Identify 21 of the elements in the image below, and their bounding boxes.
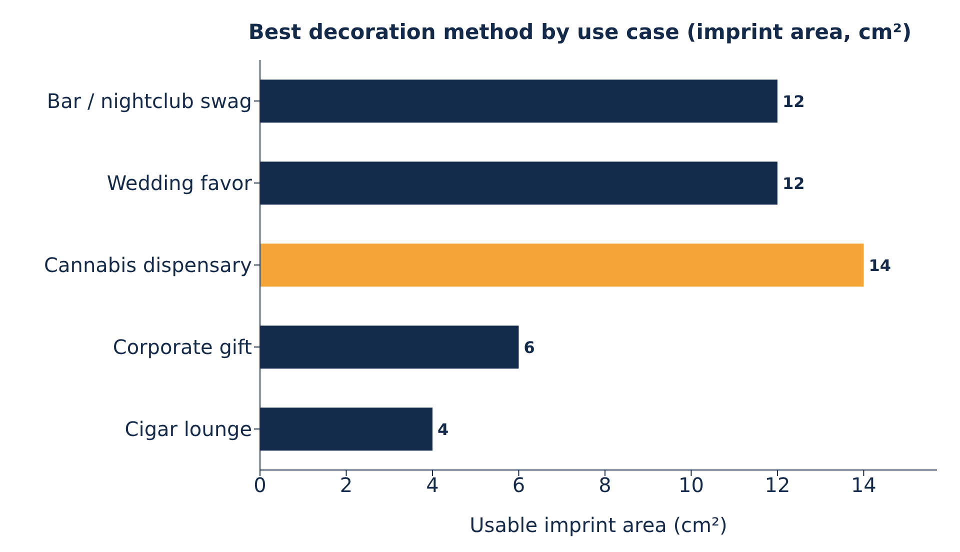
- y-tick-label: Corporate gift: [112, 335, 252, 360]
- data-label: 12: [782, 92, 805, 111]
- x-tick-label: 8: [598, 473, 612, 498]
- bar: [260, 244, 864, 287]
- x-tick-label: 0: [254, 473, 266, 498]
- x-tick-label: 6: [512, 473, 526, 498]
- y-tick-label: Cigar lounge: [124, 417, 252, 442]
- y-tick-label: Bar / nightclub swag: [46, 89, 252, 114]
- x-tick-label: 4: [426, 473, 439, 498]
- x-axis-title: Usable imprint area (cm²): [470, 513, 728, 537]
- x-tick-label: 14: [850, 473, 876, 498]
- data-label: 6: [524, 338, 535, 357]
- data-label: 4: [437, 420, 449, 439]
- x-tick-label: 12: [764, 473, 790, 498]
- data-label: 12: [782, 174, 805, 193]
- y-tick-label: Cannabis dispensary: [44, 253, 252, 278]
- y-tick-label: Wedding favor: [106, 171, 253, 196]
- x-tick-label: 2: [340, 473, 353, 498]
- x-tick-label: 10: [678, 473, 704, 498]
- chart-title: Best decoration method by use case (imprint area, cm²): [247, 20, 913, 44]
- data-label: 14: [868, 256, 891, 275]
